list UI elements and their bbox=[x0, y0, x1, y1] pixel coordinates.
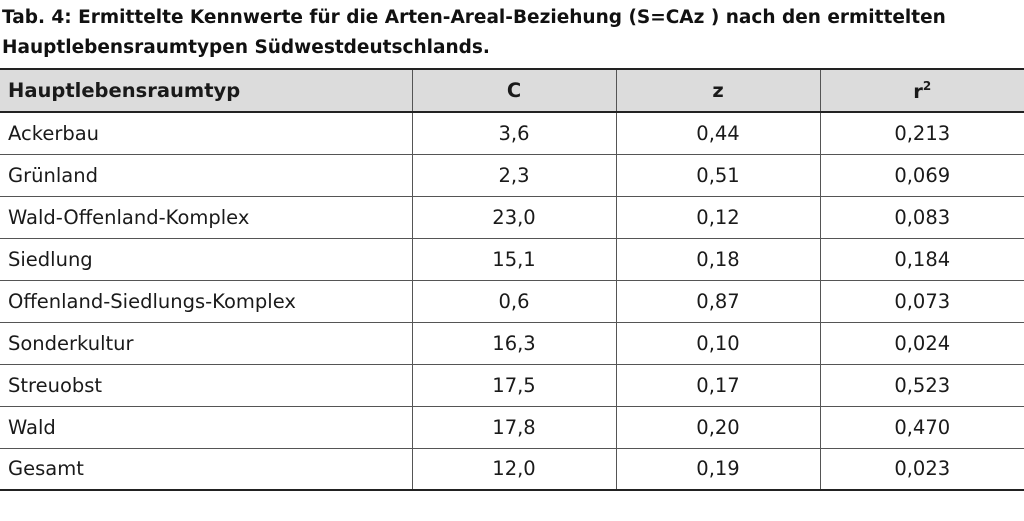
header-hauptlebensraumtyp: Hauptlebensraumtyp bbox=[0, 68, 412, 113]
cell-r2: 0,470 bbox=[819, 405, 1024, 448]
cell-r2: 0,069 bbox=[819, 153, 1024, 196]
cell-typ: Gesamt bbox=[0, 447, 412, 491]
cell-typ: Streuobst bbox=[0, 363, 412, 406]
table-header-row: Hauptlebensraumtyp C z r2 bbox=[0, 68, 1024, 113]
table-row: Ackerbau 3,6 0,44 0,213 bbox=[0, 111, 1024, 154]
cell-c: 23,0 bbox=[411, 195, 616, 238]
data-table: Hauptlebensraumtyp C z r2 Ackerbau 3,6 0… bbox=[0, 68, 1024, 491]
table-caption: Tab. 4: Ermittelte Kennwerte für die Art… bbox=[2, 3, 1012, 63]
caption-line-2: Hauptlebensraumtypen Südwestdeutschlands… bbox=[2, 37, 490, 58]
cell-c: 2,3 bbox=[411, 153, 616, 196]
cell-r2: 0,023 bbox=[819, 447, 1024, 491]
table-row: Sonderkultur 16,3 0,10 0,024 bbox=[0, 321, 1024, 364]
cell-typ: Wald bbox=[0, 405, 412, 448]
cell-c: 12,0 bbox=[411, 447, 616, 491]
cell-z: 0,17 bbox=[615, 363, 820, 406]
cell-r2: 0,073 bbox=[819, 279, 1024, 322]
cell-z: 0,51 bbox=[615, 153, 820, 196]
header-r2-base: r bbox=[913, 79, 923, 103]
cell-typ: Sonderkultur bbox=[0, 321, 412, 364]
cell-typ: Offenland-Siedlungs-Komplex bbox=[0, 279, 412, 322]
cell-z: 0,20 bbox=[615, 405, 820, 448]
cell-z: 0,19 bbox=[615, 447, 820, 491]
cell-r2: 0,024 bbox=[819, 321, 1024, 364]
cell-c: 17,5 bbox=[411, 363, 616, 406]
cell-c: 0,6 bbox=[411, 279, 616, 322]
cell-z: 0,12 bbox=[615, 195, 820, 238]
cell-r2: 0,523 bbox=[819, 363, 1024, 406]
cell-typ: Ackerbau bbox=[0, 111, 412, 154]
table-row: Streuobst 17,5 0,17 0,523 bbox=[0, 363, 1024, 406]
cell-r2: 0,213 bbox=[819, 111, 1024, 154]
table-row: Gesamt 12,0 0,19 0,023 bbox=[0, 447, 1024, 491]
table-row: Wald 17,8 0,20 0,470 bbox=[0, 405, 1024, 448]
cell-c: 15,1 bbox=[411, 237, 616, 280]
table-row: Offenland-Siedlungs-Komplex 0,6 0,87 0,0… bbox=[0, 279, 1024, 322]
cell-z: 0,18 bbox=[615, 237, 820, 280]
table-row: Wald-Offenland-Komplex 23,0 0,12 0,083 bbox=[0, 195, 1024, 238]
cell-typ: Wald-Offenland-Komplex bbox=[0, 195, 412, 238]
cell-z: 0,10 bbox=[615, 321, 820, 364]
table-row: Siedlung 15,1 0,18 0,184 bbox=[0, 237, 1024, 280]
table-row: Grünland 2,3 0,51 0,069 bbox=[0, 153, 1024, 196]
cell-r2: 0,184 bbox=[819, 237, 1024, 280]
caption-line-1: Tab. 4: Ermittelte Kennwerte für die Art… bbox=[2, 7, 946, 28]
cell-c: 16,3 bbox=[411, 321, 616, 364]
cell-typ: Siedlung bbox=[0, 237, 412, 280]
cell-c: 17,8 bbox=[411, 405, 616, 448]
cell-z: 0,87 bbox=[615, 279, 820, 322]
header-c: C bbox=[411, 68, 616, 113]
header-z: z bbox=[615, 68, 820, 113]
cell-c: 3,6 bbox=[411, 111, 616, 154]
cell-typ: Grünland bbox=[0, 153, 412, 196]
cell-z: 0,44 bbox=[615, 111, 820, 154]
header-r2: r2 bbox=[819, 68, 1024, 113]
cell-r2: 0,083 bbox=[819, 195, 1024, 238]
header-r2-sup: 2 bbox=[922, 78, 932, 93]
